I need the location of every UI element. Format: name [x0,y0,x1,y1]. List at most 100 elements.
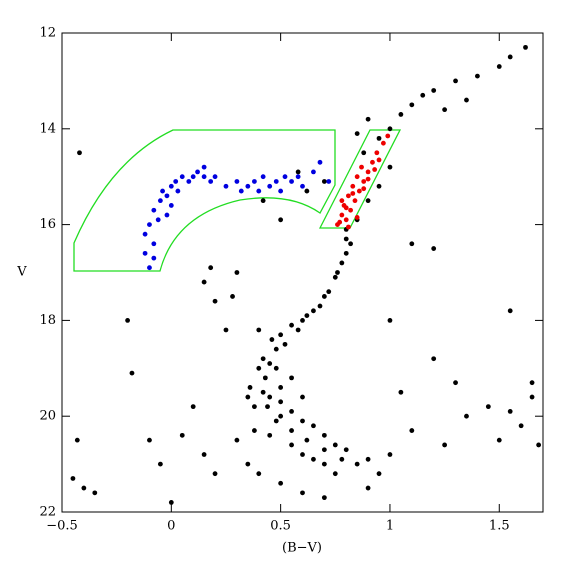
star-point [507,54,513,60]
star-point [212,471,218,477]
star-point [332,442,338,448]
star-point [304,437,310,443]
star-point [295,174,301,180]
star-point [339,260,345,266]
star-point [260,389,266,395]
star-point [289,375,294,381]
star-point [529,380,535,386]
star-point [208,179,214,184]
star-point [295,169,301,175]
star-point [190,174,196,180]
star-point [507,409,513,414]
star-point [343,236,349,242]
star-point [212,174,218,180]
star-point [265,404,270,410]
star-point [354,174,360,180]
star-point [343,447,349,453]
star-point [496,64,502,69]
star-point [372,167,378,172]
star-point [326,179,332,184]
star-point [173,179,179,184]
star-point [339,198,345,204]
star-point [398,112,404,117]
star-point [267,183,273,189]
x-tick-label: 1 [386,519,394,534]
star-point [339,456,345,462]
star-point [234,179,240,184]
x-tick-label: 0.5 [270,519,291,534]
star-point [256,365,262,371]
star-point [186,179,192,184]
star-point [267,394,273,400]
star-point [260,198,266,204]
star-point [278,480,284,486]
star-point [262,375,268,381]
star-point [151,207,157,213]
star-point [245,183,251,189]
star-point [129,370,135,376]
star-point [201,164,207,170]
star-point [164,212,170,218]
star-point [245,461,251,467]
star-point [267,432,273,438]
star-point [370,159,375,165]
star-point [431,356,437,362]
star-point [256,188,262,194]
star-point [523,44,528,50]
x-axis-label: (B−V) [282,541,322,556]
star-point [321,495,327,501]
star-point [361,150,367,156]
star-point [223,183,229,189]
star-point [343,205,349,211]
star-point [317,159,323,165]
star-point [332,471,338,477]
star-point [278,385,284,390]
star-point [267,361,273,366]
star-point [234,270,240,275]
star-point [260,174,266,180]
star-point [81,485,87,491]
star-point [361,186,367,192]
star-point [348,207,353,213]
star-point [311,169,316,175]
star-point [273,346,279,352]
star-point [321,179,327,184]
y-axis-label: V [16,265,27,280]
star-point [442,107,448,113]
star-point [195,169,200,175]
star-point [339,212,345,218]
star-point [155,217,161,223]
star-point [311,308,316,314]
star-point [74,437,80,443]
star-point [387,126,393,132]
star-point [365,116,371,122]
star-point [354,131,360,136]
star-point [496,437,502,443]
rgb-selection [318,129,402,229]
star-point [380,140,386,146]
star-point [147,222,152,228]
star-point [278,399,284,405]
star-point [431,246,437,251]
star-point [230,294,235,299]
hb-selection [73,129,336,272]
star-point [321,461,327,467]
star-point [529,394,535,400]
star-point [464,413,469,419]
star-point [201,279,207,285]
star-point [300,183,305,189]
star-point [311,456,316,462]
star-point [273,179,279,184]
star-point [289,428,294,433]
star-point [256,471,262,477]
star-point [343,217,349,223]
star-point [201,452,207,457]
x-tick-label: −0.5 [46,519,78,534]
star-point [179,174,185,180]
star-point [387,318,393,323]
star-point [300,418,305,424]
star-point [321,447,327,453]
star-point [343,250,349,256]
star-point [201,174,207,180]
